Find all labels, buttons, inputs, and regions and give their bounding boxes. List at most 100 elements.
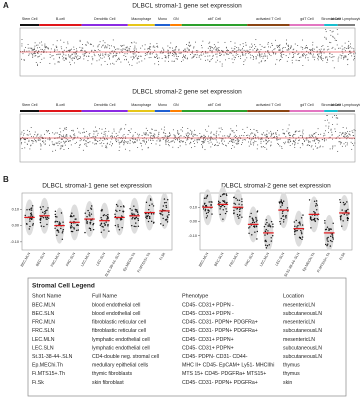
point [345,48,347,49]
point [100,217,102,219]
point [243,49,245,51]
point [147,48,149,50]
point [108,45,110,47]
point [314,56,316,58]
point [275,132,277,134]
point [215,49,217,51]
point [123,134,125,135]
point [329,52,331,54]
group-label: B-cell [56,103,65,107]
point [279,220,281,223]
point [294,143,296,145]
point [165,204,167,207]
point [263,132,265,134]
point [287,44,289,46]
point [122,135,124,137]
point [308,136,310,138]
point [227,142,229,144]
point [20,133,22,135]
point [51,141,53,143]
table-cell: BEC.SLN [32,311,54,317]
point [114,224,117,227]
point [222,218,224,220]
point [86,222,88,225]
group-label: Stromal Cell [321,103,341,107]
point [302,65,304,66]
point [200,135,202,137]
point [279,201,282,203]
point [171,140,173,142]
point [305,55,307,57]
point [47,207,49,209]
point [145,138,147,140]
point [97,140,98,142]
point [108,130,110,132]
point [344,203,346,205]
table-cell: Ep.MEChi.Th [32,363,63,369]
point [157,138,159,140]
point [209,55,211,57]
point [201,54,203,56]
point [106,138,108,140]
point [200,136,202,138]
point [39,136,41,138]
point [176,138,178,140]
point [285,141,286,143]
point [120,45,122,47]
point [346,144,348,146]
point [202,40,204,42]
point [238,140,240,141]
x-tick-label: St.31-38-44-.SLN [104,252,121,278]
point [308,134,310,136]
point [167,53,169,55]
point [317,54,318,56]
point [279,206,282,208]
point [70,55,72,57]
point [65,138,67,140]
point [265,219,267,221]
point [58,137,60,139]
point [189,45,191,47]
point [236,213,239,216]
table-cell: St.31-38-44-.SLN [32,354,73,360]
point [271,134,273,136]
point [132,141,133,143]
point [338,141,340,143]
point [226,50,228,52]
point [317,138,319,140]
point [301,224,304,226]
point [299,130,301,132]
point [146,52,148,54]
point [190,133,192,135]
point [71,130,73,132]
point [120,141,122,143]
point [325,228,328,231]
point [21,141,23,143]
point [325,38,327,40]
point [105,214,107,217]
point [193,47,195,49]
point [267,52,269,54]
point [255,130,257,132]
point [66,127,67,129]
point [45,46,47,47]
point [121,140,123,142]
point [304,48,306,49]
point [257,54,259,56]
point [325,139,327,141]
point [320,57,322,59]
point [153,213,155,215]
point [83,55,85,57]
group-bar [154,110,171,112]
point [270,132,272,134]
point [293,221,296,223]
point [180,135,182,137]
group-label: Stem Cell [22,17,38,21]
point [265,247,268,249]
point [176,56,178,57]
table-cell: FRC.MLN [32,320,55,326]
point [232,50,234,52]
point [312,134,313,136]
point [137,225,140,228]
point [331,235,334,237]
